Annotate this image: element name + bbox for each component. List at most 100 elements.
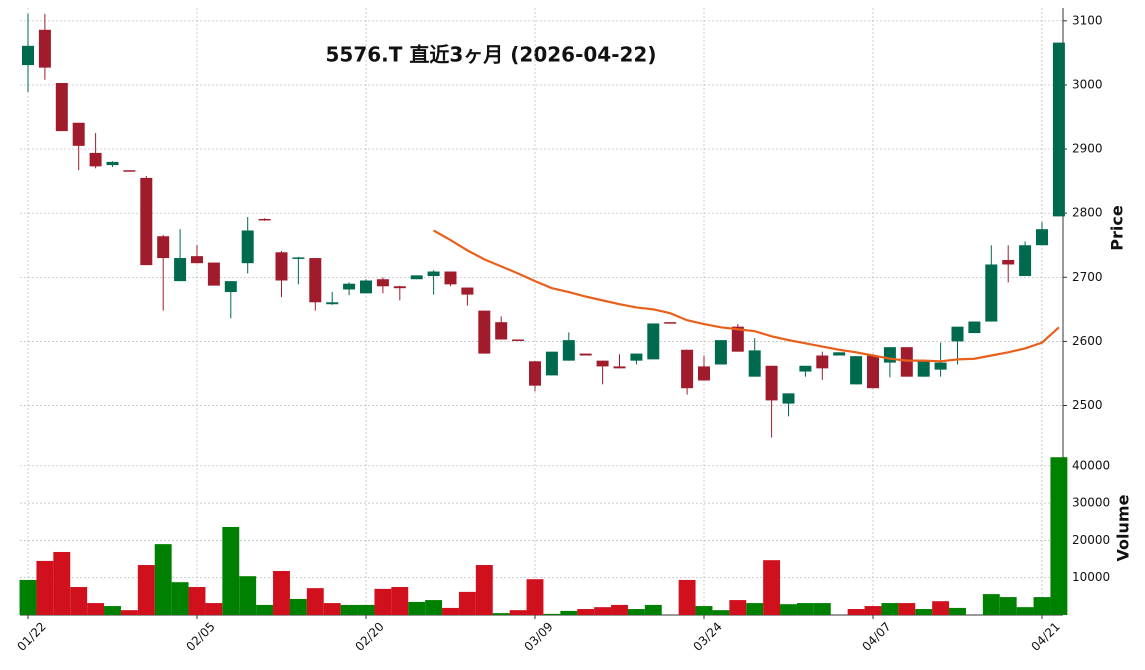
volume-tick-label: 20000 (1072, 533, 1110, 547)
candle-body (664, 322, 677, 324)
candle-body (174, 258, 187, 282)
volume-bar (425, 600, 443, 615)
volume-bar (1033, 597, 1051, 615)
candle-body (207, 262, 220, 286)
candle-body (495, 322, 508, 340)
volume-axis-label: Volume (1114, 494, 1133, 561)
candle-body (376, 279, 389, 287)
candle-body (562, 340, 575, 361)
x-tick-label: 04/21 (1028, 619, 1062, 653)
volume-bar (729, 600, 747, 615)
volume-tick-label: 40000 (1072, 458, 1110, 472)
candle-body (55, 83, 68, 132)
candle-body (1002, 259, 1015, 265)
volume-bar (763, 560, 781, 615)
y-tick-label: 2800 (1072, 206, 1103, 220)
candle-body (106, 161, 119, 166)
candle-body (816, 355, 829, 369)
candle-body (478, 310, 491, 354)
volume-bar (340, 604, 358, 615)
candle-body (934, 362, 947, 370)
volume-bar (1050, 457, 1068, 615)
candle-body (545, 351, 558, 376)
candle-body (191, 256, 203, 264)
candle-body (1019, 245, 1032, 277)
candle-body (326, 302, 339, 305)
volume-bar (222, 526, 240, 615)
volume-bar (87, 603, 105, 615)
x-tick-label: 03/09 (521, 619, 555, 653)
volume-bar (594, 607, 612, 615)
candle-body (22, 45, 34, 66)
y-tick-label: 2700 (1072, 270, 1103, 284)
candle-body (867, 355, 879, 389)
volume-bar (780, 604, 797, 615)
volume-bar (509, 610, 527, 615)
volume-bar (543, 613, 561, 615)
volume-bar (1016, 607, 1034, 615)
candle-body (799, 365, 812, 372)
candle-body (224, 281, 237, 293)
candle-body (72, 122, 85, 146)
volume-bar (813, 603, 831, 615)
x-tick-label: 04/07 (859, 619, 893, 653)
candle-body (714, 340, 727, 365)
candle-body (917, 360, 930, 377)
candle-body (833, 352, 846, 356)
volume-bar (458, 591, 476, 615)
volume-bar (104, 606, 121, 615)
volume-bar (898, 603, 916, 615)
volume-bar (526, 579, 544, 615)
y-tick-label: 3100 (1072, 13, 1103, 27)
moving-average (433, 229, 1060, 363)
candle-body (309, 258, 322, 303)
candle-body (985, 264, 998, 322)
volume-bar (70, 587, 88, 615)
candle-body (630, 353, 643, 361)
volume-bar (391, 587, 409, 615)
volume-bar (408, 601, 426, 615)
volume-bar (36, 560, 54, 615)
volume-bar (627, 609, 645, 615)
volume-bar (137, 565, 155, 615)
volume-bar (644, 604, 662, 615)
volume-bar (678, 579, 696, 615)
volume-bar (154, 544, 172, 615)
volume-bar (256, 604, 274, 615)
candle-body (951, 326, 964, 342)
volume-bar (306, 588, 324, 615)
candle-body (38, 29, 51, 68)
y-tick-label: 2900 (1072, 142, 1103, 156)
candle-body (900, 347, 913, 377)
candle-body (123, 170, 136, 172)
candle-body (681, 349, 694, 389)
volume-bar (695, 606, 713, 615)
volume-bar (982, 594, 1000, 615)
candle-body (613, 366, 626, 369)
candle-body (512, 339, 525, 341)
volume-bar (712, 610, 730, 615)
volume-bar (999, 597, 1017, 615)
volume-bar (560, 610, 578, 615)
volume-bar (847, 609, 865, 615)
candle-body (140, 177, 153, 266)
volume-bar (475, 565, 493, 615)
volume-bar (864, 606, 882, 615)
x-tick-label: 02/20 (352, 619, 386, 653)
volume-bar (611, 604, 628, 615)
y-tick-label: 2600 (1072, 334, 1103, 348)
candle-body (765, 365, 778, 401)
y-tick-label: 2500 (1072, 398, 1103, 412)
candle-body (343, 283, 356, 290)
volume-bar (796, 603, 814, 615)
volume-bar (577, 609, 595, 615)
candle-body (647, 323, 660, 360)
candle-body (393, 286, 406, 289)
candle-body (968, 321, 981, 334)
candle-body (89, 152, 102, 167)
candle-body (529, 361, 541, 386)
volume-tick-label: 10000 (1072, 570, 1110, 584)
volume-bar (273, 570, 290, 615)
candle-body (579, 353, 592, 356)
candle-body (1052, 42, 1065, 217)
